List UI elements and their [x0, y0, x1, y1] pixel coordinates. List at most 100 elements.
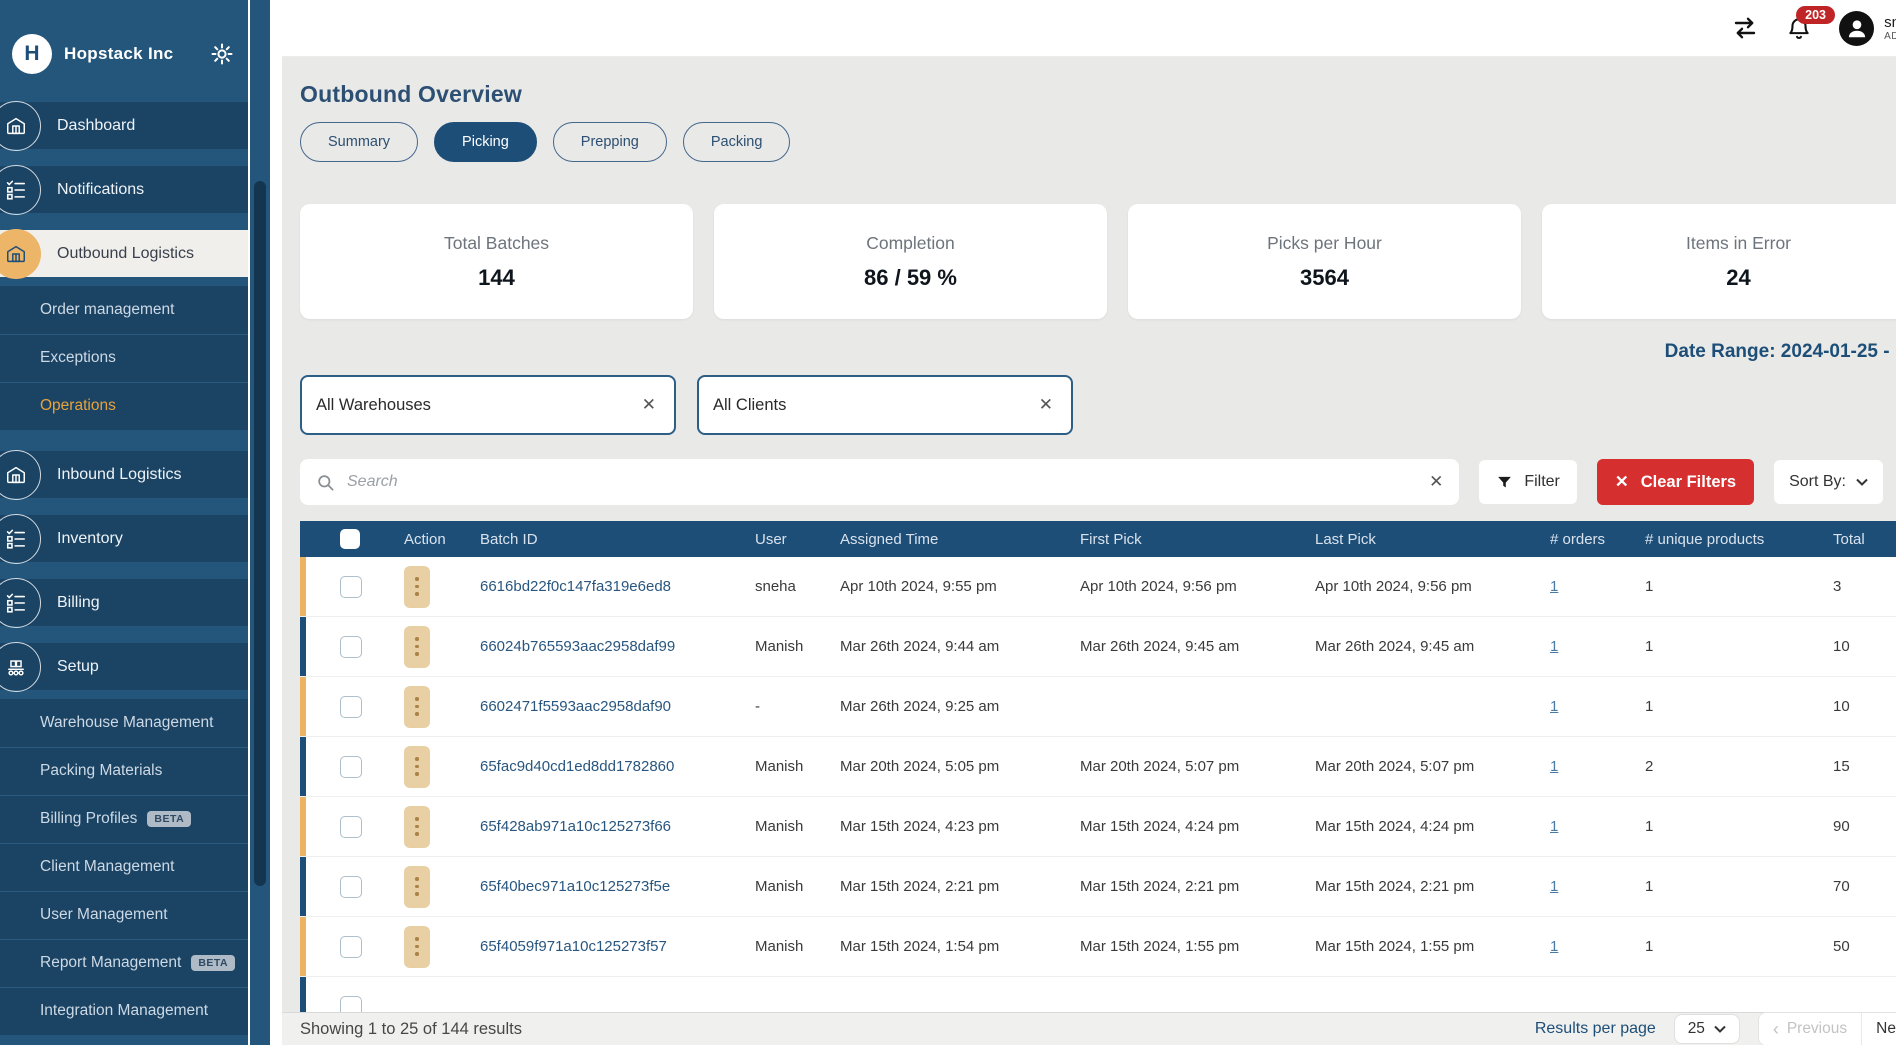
page-size-value: 25: [1687, 1020, 1705, 1037]
user-name: sneha: [1884, 13, 1896, 31]
batch-id-link[interactable]: 65f4059f971a10c125273f57: [480, 938, 667, 955]
sidebar-item-dashboard[interactable]: Dashboard: [0, 100, 248, 151]
orders-count-link[interactable]: 1: [1550, 578, 1559, 595]
row-checkbox[interactable]: [340, 695, 362, 718]
sidebar-item-label: Notifications: [57, 180, 145, 198]
tab-summary[interactable]: Summary: [300, 122, 419, 162]
row-actions-menu-icon[interactable]: [404, 685, 430, 728]
gear-icon[interactable]: [210, 42, 234, 66]
chevron-left-icon: ‹: [1772, 1019, 1779, 1039]
orders-count-link[interactable]: 1: [1550, 938, 1559, 955]
row-actions-menu-icon[interactable]: [404, 865, 430, 908]
batch-id-link[interactable]: 65f428ab971a10c125273f66: [480, 818, 672, 835]
batch-id-cell: 65f4059f971a10c125273f57: [452, 938, 737, 955]
tab-picking[interactable]: Picking: [434, 122, 537, 162]
orders-count-link[interactable]: 1: [1550, 698, 1559, 715]
sidebar-item-client-management[interactable]: Client Management: [0, 843, 248, 891]
row-checkbox[interactable]: [340, 575, 362, 598]
client-select[interactable]: All Clients ✕: [697, 375, 1073, 435]
row-checkbox[interactable]: [340, 875, 362, 898]
orders-count-link[interactable]: 1: [1550, 758, 1559, 775]
tab-packing[interactable]: Packing: [682, 122, 791, 162]
row-checkbox[interactable]: [340, 755, 362, 778]
table-row: 65f4059f971a10c125273f57 Manish Mar 15th 2…: [300, 917, 1896, 977]
sidebar-item-packing-materials[interactable]: Packing Materials: [0, 747, 248, 795]
row-actions-menu-icon[interactable]: [404, 745, 430, 788]
user-cell: Manish: [755, 638, 804, 655]
filter-button[interactable]: Filter: [1479, 460, 1577, 504]
row-checkbox[interactable]: [340, 635, 362, 658]
sidebar-item-integration-management[interactable]: Integration Management: [0, 987, 248, 1035]
sidebar-item-operations[interactable]: Operations: [0, 382, 248, 430]
row-checkbox-cell: [306, 875, 386, 898]
total-cell: 10: [1833, 638, 1850, 655]
table-row: 65f428ab971a10c125273f66 Manish Mar 15th 2…: [300, 797, 1896, 857]
sidebar-scrollbar[interactable]: [250, 0, 270, 1045]
column-header-action: Action: [404, 530, 446, 548]
batch-id-link[interactable]: 66024b765593aac2958daf99: [480, 638, 676, 655]
sidebar-item-user-management[interactable]: User Management: [0, 891, 248, 939]
batch-id-link[interactable]: 65f40bec971a10c125273f5e: [480, 878, 671, 895]
column-header-unique: # unique products: [1645, 530, 1765, 548]
batch-id-link[interactable]: 65fac9d40cd1ed8dd1782860: [480, 758, 675, 775]
select-all-checkbox[interactable]: [340, 529, 360, 549]
tab-prepping[interactable]: Prepping: [552, 122, 667, 162]
clear-search-icon[interactable]: ✕: [1429, 472, 1444, 491]
assigned-cell: Mar 15th 2024, 2:21 pm: [840, 878, 1000, 895]
sidebar-item-inbound-logistics[interactable]: Inbound Logistics: [0, 449, 248, 500]
orders-count-link[interactable]: 1: [1550, 878, 1559, 895]
orders-count-link[interactable]: 1: [1550, 638, 1559, 655]
next-page-button[interactable]: Next ›: [1862, 1013, 1896, 1045]
avatar: [1839, 10, 1875, 46]
batch-id-cell: 65f428ab971a10c125273f66: [452, 818, 737, 835]
row-checkbox-cell: [306, 755, 386, 778]
search-input[interactable]: [347, 473, 1418, 491]
sidebar-item-label: Packing Materials: [40, 762, 163, 779]
sidebar-item-order-management[interactable]: Order management: [0, 286, 248, 334]
orders-count-link[interactable]: 1: [1550, 818, 1559, 835]
sidebar-item-exceptions[interactable]: Exceptions: [0, 334, 248, 382]
sidebar-item-setup[interactable]: Setup: [0, 641, 248, 692]
row-checkbox[interactable]: [340, 815, 362, 838]
sidebar-item-billing[interactable]: Billing: [0, 577, 248, 628]
batch-id-link[interactable]: 6602471f5593aac2958daf90: [480, 698, 672, 715]
transfer-icon[interactable]: [1731, 15, 1759, 41]
warehouse-select-value: All Warehouses: [316, 395, 431, 414]
assigned-cell: Apr 10th 2024, 9:55 pm: [840, 578, 997, 595]
sidebar-header: H Hopstack Inc: [0, 0, 248, 88]
sidebar-item-inventory[interactable]: Inventory: [0, 513, 248, 564]
table-row: 66024b765593aac2958daf99 Manish Mar 26th 2…: [300, 617, 1896, 677]
sidebar-item-outbound-logistics[interactable]: Outbound Logistics: [0, 228, 248, 279]
clear-filters-button[interactable]: ✕ Clear Filters: [1596, 459, 1755, 505]
stat-card-total-batches: Total Batches 144: [300, 204, 693, 319]
sort-by-button[interactable]: Sort By:: [1774, 460, 1883, 504]
row-checkbox[interactable]: [340, 935, 362, 958]
row-actions-menu-icon[interactable]: [404, 565, 430, 608]
row-actions-menu-icon[interactable]: [404, 805, 430, 848]
sidebar-item-warehouse-management[interactable]: Warehouse Management: [0, 699, 248, 747]
row-actions-menu-icon[interactable]: [404, 625, 430, 668]
notifications-bell-icon[interactable]: 203: [1785, 6, 1835, 41]
page-size-select[interactable]: 25: [1673, 1014, 1740, 1044]
user-menu[interactable]: sneha ADMIN: [1839, 10, 1896, 46]
row-actions-menu-icon[interactable]: [404, 925, 430, 968]
clear-client-icon[interactable]: ✕: [1038, 395, 1053, 414]
first-cell: Mar 15th 2024, 2:21 pm: [1080, 878, 1240, 895]
search-icon: [318, 474, 334, 490]
warehouse-select[interactable]: All Warehouses ✕: [300, 375, 676, 435]
sidebar-item-billing-profiles[interactable]: Billing Profiles BETA: [0, 795, 248, 843]
sidebar-item-label: Billing Profiles: [40, 810, 138, 827]
previous-page-button[interactable]: ‹ Previous: [1758, 1013, 1863, 1045]
table-row: 6602471f5593aac2958daf90 - Mar 26th 2024, …: [300, 677, 1896, 737]
batch-id-link[interactable]: 6616bd22f0c147fa319e6ed8: [480, 578, 672, 595]
sidebar-item-report-management[interactable]: Report Management BETA: [0, 939, 248, 987]
assigned-cell: Mar 26th 2024, 9:44 am: [840, 638, 1000, 655]
last-cell: Mar 26th 2024, 9:45 am: [1315, 638, 1475, 655]
sidebar-scrollbar-thumb[interactable]: [254, 181, 266, 886]
first-cell: Mar 15th 2024, 4:24 pm: [1080, 818, 1240, 835]
sidebar-item-notifications[interactable]: Notifications: [0, 164, 248, 215]
stat-value: 24: [1726, 264, 1751, 290]
sidebar-item-label: Order management: [40, 301, 175, 318]
clear-warehouse-icon[interactable]: ✕: [641, 395, 656, 414]
unique-products-cell: 1: [1645, 698, 1654, 715]
